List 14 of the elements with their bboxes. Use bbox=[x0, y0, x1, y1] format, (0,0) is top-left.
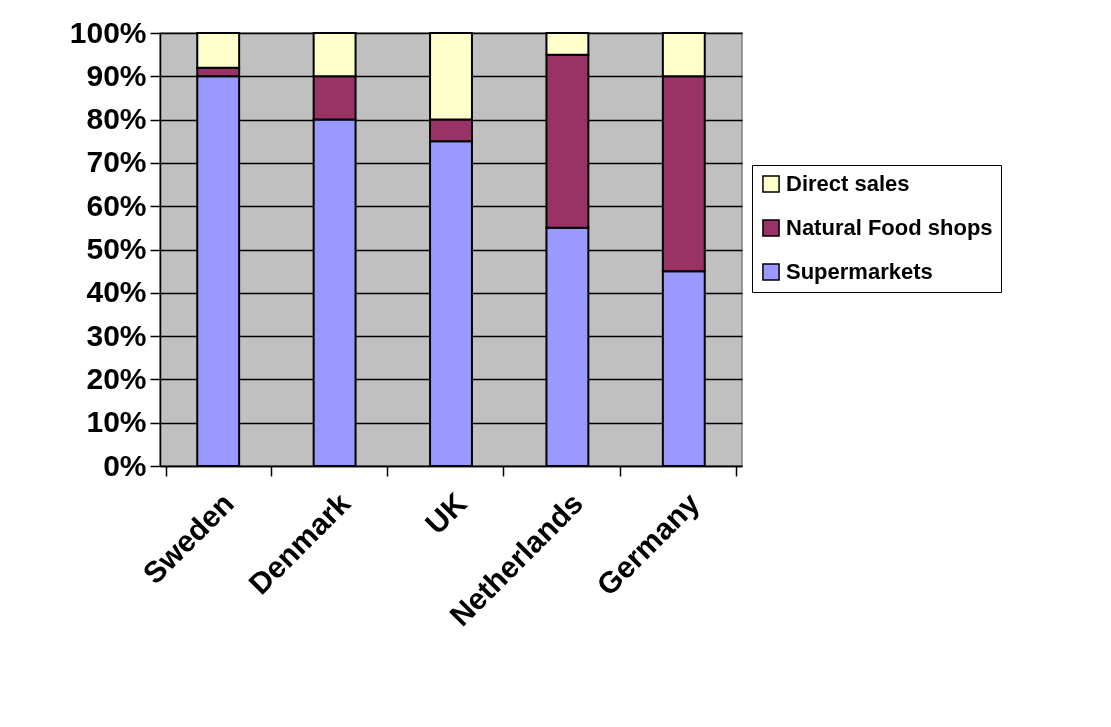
y-tick-label: 50% bbox=[86, 232, 147, 265]
y-tick-label: 80% bbox=[86, 102, 147, 136]
y-tick-label: 60% bbox=[86, 188, 147, 222]
y-tick-label: 70% bbox=[86, 145, 147, 179]
y-tick-label: 40% bbox=[86, 275, 147, 309]
legend-label: Supermarkets bbox=[786, 259, 933, 284]
legend-label: Direct sales bbox=[786, 171, 910, 196]
y-tick-label: 30% bbox=[86, 318, 147, 352]
y-tick-label: 100% bbox=[69, 15, 147, 49]
y-tick-label: 0% bbox=[103, 448, 147, 482]
y-tick-label: 20% bbox=[86, 361, 147, 395]
legend-label: Natural Food shops bbox=[786, 215, 993, 240]
y-tick-label: 90% bbox=[86, 58, 147, 92]
y-tick-label: 10% bbox=[86, 405, 147, 439]
